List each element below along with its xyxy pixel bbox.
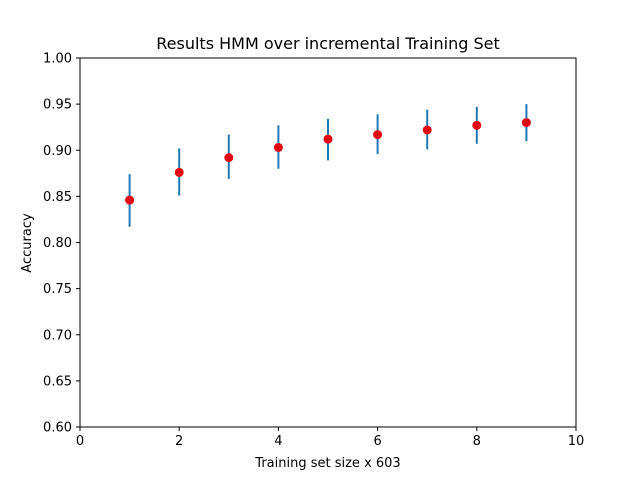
data-point	[373, 130, 383, 140]
y-tick-label: 0.65	[43, 374, 72, 389]
plot-area: 0 2 4 6 8 10 0.60 0.65 0.70 0.75 0.80 0.85 0.90 0.95 1…	[43, 52, 584, 450]
x-tick-label: 2	[175, 434, 183, 449]
y-tick-label: 0.80	[43, 236, 72, 251]
data-point	[125, 195, 135, 205]
x-tick-label: 6	[373, 434, 381, 449]
y-tick-label: 0.90	[43, 144, 72, 159]
x-tick-label: 4	[274, 434, 282, 449]
x-tick-label: 8	[473, 434, 481, 449]
y-tick-label: 0.60	[43, 421, 72, 436]
y-tick-label: 0.95	[43, 98, 72, 113]
x-tick-label: 10	[568, 434, 585, 449]
data-point	[422, 125, 432, 135]
data-point	[224, 153, 234, 163]
y-tick-label: 0.75	[43, 282, 72, 297]
y-axis-label: Accuracy	[20, 213, 35, 273]
data-point	[323, 134, 333, 144]
y-tick-label: 1.00	[43, 52, 72, 67]
data-point	[521, 118, 531, 128]
data-point	[174, 167, 184, 177]
chart-title: Results HMM over incremental Training Se…	[156, 34, 499, 53]
x-tick-label: 0	[76, 434, 84, 449]
axes-frame	[79, 57, 577, 428]
y-tick-label: 0.70	[43, 328, 72, 343]
data-point	[472, 120, 482, 130]
y-tick-label: 0.85	[43, 190, 72, 205]
x-axis-label: Training set size x 603	[254, 456, 400, 471]
data-point	[273, 142, 283, 152]
